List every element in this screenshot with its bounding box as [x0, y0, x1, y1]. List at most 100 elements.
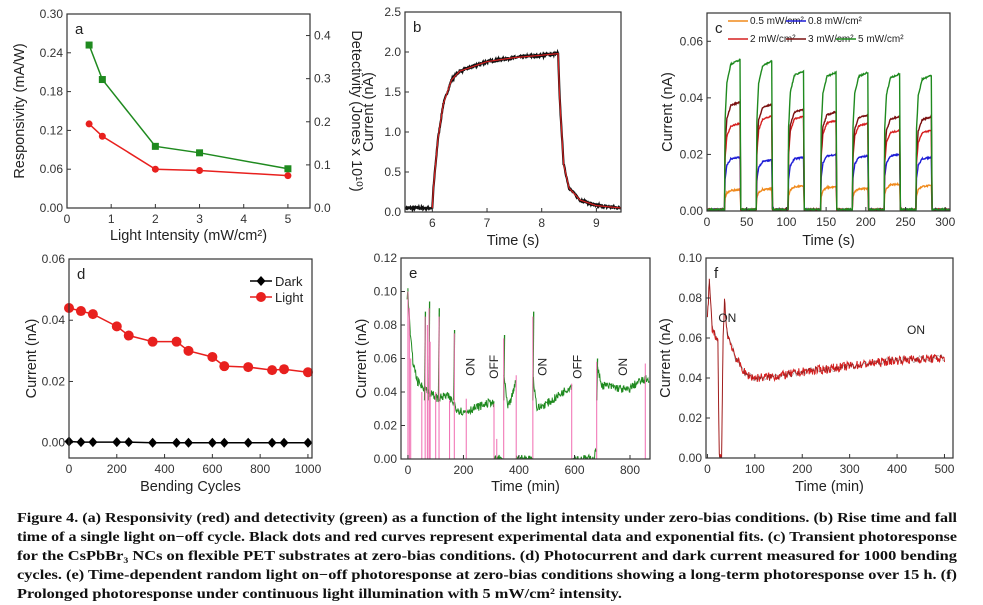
data-point [243, 437, 253, 448]
y-axis-label: Current (nA) [24, 319, 40, 399]
y-tick-label: 0.02 [680, 147, 704, 161]
x-tick-label: 100 [776, 215, 796, 229]
y-tick-label: 0.06 [680, 34, 704, 48]
x-tick-label: 800 [250, 462, 270, 476]
x-tick-label: 8 [538, 216, 545, 230]
y-right-tick-label: 0.0 [314, 201, 331, 215]
x-tick-label: 200 [856, 215, 876, 229]
y-tick-label: 0.24 [40, 46, 64, 60]
panel-label: b [413, 19, 421, 36]
series-line [707, 152, 950, 211]
series-line [596, 366, 650, 393]
panel-label: a [75, 21, 84, 38]
series-line-light [69, 307, 309, 374]
y-tick-label: 0.10 [374, 285, 398, 299]
data-point [85, 120, 93, 128]
legend-label: Dark [275, 274, 303, 289]
caption-line: Prolonged photoresponse under continuous… [17, 587, 622, 602]
plot-frame [706, 12, 951, 212]
x-tick-label: 0 [66, 462, 73, 476]
series-line [707, 58, 950, 211]
data-point [219, 361, 230, 372]
data-point [196, 149, 204, 157]
x-tick-label: 1 [108, 212, 115, 226]
y-right-tick-label: 0.3 [314, 72, 331, 86]
x-tick-label: 100 [745, 462, 765, 476]
data-point [98, 132, 106, 140]
plot-frame [400, 257, 651, 460]
chart-panel-b: 6 7 8 9 0.0 0.5 1.0 1.5 2.0 2.5 Time (s) Current (n… [361, 5, 622, 249]
y-tick-label: 1.0 [384, 125, 401, 139]
panel-label: e [409, 265, 417, 282]
annotation-label: ON [907, 323, 925, 337]
x-tick-label: 400 [509, 463, 529, 477]
x-tick-label: 400 [155, 462, 175, 476]
series-line [406, 288, 495, 416]
data-point [267, 437, 277, 448]
y-tick-label: 0.02 [374, 419, 398, 433]
data-point [243, 362, 254, 373]
y-axis-label: Responsivity (mA/W) [12, 43, 28, 178]
x-tick-label: 500 [934, 462, 954, 476]
annotation-label: ON [536, 358, 550, 376]
annotation-label: ON [464, 358, 478, 376]
y-tick-label: 0.08 [374, 318, 398, 332]
data-point [279, 364, 290, 375]
data-point [123, 330, 134, 341]
y-tick-label: 0.06 [374, 352, 398, 366]
x-tick-label: 5 [285, 212, 292, 226]
y-right-tick-label: 0.4 [314, 29, 331, 43]
series-line [707, 181, 950, 211]
x-tick-label: 600 [202, 462, 222, 476]
plot-area [69, 307, 309, 444]
data-point [279, 437, 289, 448]
data-point [85, 41, 93, 49]
y-right-tick-label: 0.2 [314, 115, 331, 129]
x-tick-label: 6 [429, 216, 436, 230]
plot-frame [66, 13, 311, 209]
annotation-label: OFF [487, 355, 501, 379]
panel-label: d [77, 266, 85, 283]
x-tick-label: 300 [935, 215, 955, 229]
y-tick-label: 0.00 [40, 201, 64, 215]
x-axis-label: Time (min) [491, 479, 560, 495]
legend-label: Light [275, 290, 304, 305]
data-point [148, 437, 158, 448]
series-line [532, 376, 573, 412]
plot-frame [705, 257, 954, 459]
data-point [207, 351, 218, 362]
y-tick-label: 2.0 [384, 45, 401, 59]
plot-frame [404, 11, 622, 213]
annotation-label: OFF [570, 355, 584, 379]
plot-area [405, 48, 621, 212]
data-point [267, 365, 278, 376]
data-point [171, 336, 182, 347]
y-axis-label: Current (nA) [354, 319, 370, 399]
y-tick-label: 0.00 [680, 204, 704, 218]
legend-label: 0.8 mW/cm² [808, 16, 863, 27]
legend-label: 2 mW/cm² [750, 34, 796, 45]
x-axis-label: Time (s) [487, 233, 540, 249]
data-point [124, 437, 134, 448]
y-tick-label: 0.0 [384, 205, 401, 219]
y-tick-label: 0.02 [679, 411, 703, 425]
caption-line: for the CsPbBr₃ NCs on flexible PET subs… [17, 549, 957, 564]
x-tick-label: 200 [107, 462, 127, 476]
x-axis-label: Time (s) [802, 233, 855, 249]
chart-panel-e: 0 200 400 600 800 0.00 0.02 0.04 0.06 0.08 0.10 0.1… [354, 251, 651, 495]
y-right-axis-label: Detectivity (Jones x 10¹⁰) [348, 30, 364, 191]
x-tick-label: 2 [152, 212, 159, 226]
data-point [151, 142, 159, 150]
legend-marker [256, 292, 266, 302]
data-point [183, 345, 194, 356]
x-tick-label: 400 [887, 462, 907, 476]
y-tick-label: 0.06 [42, 252, 66, 266]
data-point [75, 306, 86, 317]
y-tick-label: 0.08 [679, 291, 703, 305]
x-tick-label: 50 [740, 215, 754, 229]
legend-label: 3 mW/cm² [808, 34, 854, 45]
x-axis-label: Light Intensity (mW/cm²) [110, 228, 267, 244]
x-tick-label: 200 [453, 463, 473, 477]
data-point [111, 321, 122, 332]
